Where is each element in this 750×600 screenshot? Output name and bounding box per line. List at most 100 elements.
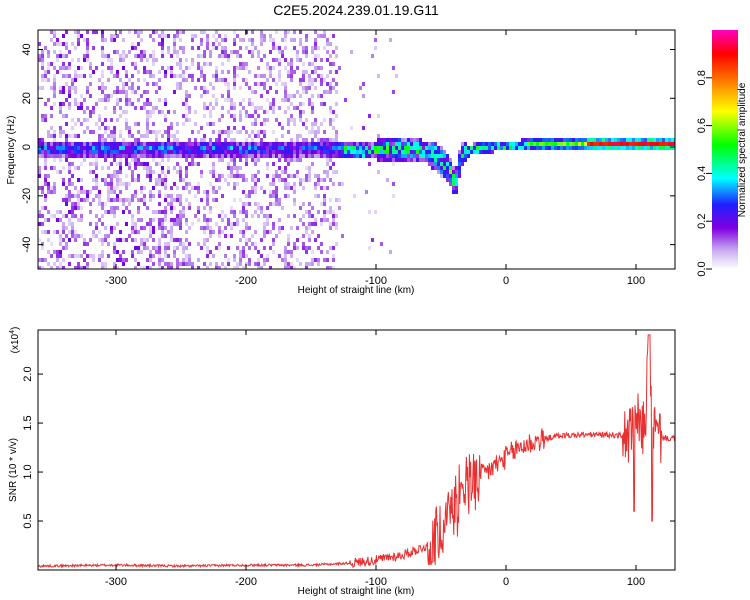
spectrogram-cell — [161, 38, 164, 42]
spectrogram-cell — [71, 82, 74, 86]
spectrogram-cell — [197, 186, 200, 190]
spectrogram-cell — [239, 230, 242, 234]
spectrogram-cell — [317, 258, 320, 262]
spectrogram-cell — [350, 126, 353, 130]
spectrogram-cell — [176, 138, 179, 142]
spectrogram-cell — [182, 150, 185, 154]
spectrogram-cell — [212, 142, 215, 146]
spectrogram-cell — [68, 86, 71, 90]
spectrogram-cell — [80, 146, 83, 150]
spectrogram-cell — [50, 154, 53, 158]
spectrogram-cell — [104, 54, 107, 58]
spectrogram-cell — [224, 150, 227, 154]
spectrogram-cell — [326, 250, 329, 254]
spectrogram-cell — [299, 118, 302, 122]
spectrogram-cell — [47, 78, 50, 82]
spectrogram-cell — [197, 46, 200, 50]
spectrogram-cell — [431, 154, 434, 158]
spectrogram-cell — [305, 38, 308, 42]
spectrogram-cell — [518, 142, 521, 146]
spectrogram-cell — [167, 194, 170, 198]
spectrogram-cell — [152, 142, 155, 146]
spectrogram-cell — [203, 86, 206, 90]
spectrogram-cell — [95, 182, 98, 186]
spectrogram-cell — [251, 122, 254, 126]
spectrogram-cell — [182, 242, 185, 246]
spectrogram-cell — [179, 214, 182, 218]
spectrogram-cell — [101, 142, 104, 146]
spectrogram-cell — [233, 166, 236, 170]
spectrogram-cell — [161, 218, 164, 222]
spectrogram-cell — [134, 30, 137, 34]
spectrogram-cell — [593, 146, 596, 150]
spectrogram-cell — [239, 158, 242, 162]
spectrogram-cell — [113, 158, 116, 162]
spectrogram-cell — [557, 138, 560, 142]
spectrogram-cell — [290, 70, 293, 74]
spectrogram-cell — [113, 130, 116, 134]
spectrogram-cell — [656, 138, 659, 142]
spectrogram-cell — [152, 154, 155, 158]
spectrogram-cell — [89, 154, 92, 158]
spectrogram-cell — [284, 34, 287, 38]
spectrogram-cell — [284, 110, 287, 114]
spectrogram-cell — [86, 242, 89, 246]
spectrogram-cell — [254, 74, 257, 78]
spectrogram-cell — [95, 158, 98, 162]
spectrogram-cell — [374, 210, 377, 214]
spectrogram-cell — [188, 110, 191, 114]
spectrogram-xtick-label: -200 — [235, 275, 257, 287]
spectrogram-cell — [224, 138, 227, 142]
spectrogram-cell — [98, 142, 101, 146]
spectrogram-cell — [632, 146, 635, 150]
spectrogram-cell — [233, 86, 236, 90]
spectrogram-cell — [122, 90, 125, 94]
spectrogram-cell — [287, 214, 290, 218]
spectrogram-cell — [41, 114, 44, 118]
spectrogram-cell — [290, 254, 293, 258]
spectrogram-cell — [146, 90, 149, 94]
spectrogram-cell — [170, 226, 173, 230]
spectrogram-cell — [143, 142, 146, 146]
spectrogram-cell — [158, 250, 161, 254]
spectrogram-cell — [185, 262, 188, 266]
spectrogram-cell — [95, 186, 98, 190]
spectrogram-cell — [332, 34, 335, 38]
spectrogram-cell — [311, 130, 314, 134]
spectrogram-cell — [203, 74, 206, 78]
spectrogram-cell — [179, 30, 182, 34]
spectrogram-cell — [473, 142, 476, 146]
spectrogram-cell — [317, 138, 320, 142]
spectrogram-cell — [149, 166, 152, 170]
spectrogram-cell — [95, 226, 98, 230]
spectrogram-cell — [413, 142, 416, 146]
spectrogram-cell — [179, 58, 182, 62]
spectrogram-cell — [68, 194, 71, 198]
spectrogram-cell — [137, 98, 140, 102]
spectrogram-cell — [185, 186, 188, 190]
spectrogram-cell — [305, 230, 308, 234]
spectrogram-cell — [47, 134, 50, 138]
spectrogram-cell — [122, 54, 125, 58]
spectrogram-cell — [89, 82, 92, 86]
spectrogram-cell — [41, 50, 44, 54]
spectrogram-cell — [404, 142, 407, 146]
spectrogram-cell — [74, 214, 77, 218]
spectrogram-cell — [410, 150, 413, 154]
spectrogram-cell — [302, 46, 305, 50]
spectrogram-cell — [299, 78, 302, 82]
spectrogram-cell — [329, 118, 332, 122]
spectrogram-cell — [146, 134, 149, 138]
spectrogram-cell — [41, 58, 44, 62]
spectrogram-cell — [173, 110, 176, 114]
spectrogram-cell — [152, 122, 155, 126]
spectrogram-cell — [77, 106, 80, 110]
spectrogram-cell — [278, 166, 281, 170]
spectrogram-cell — [236, 266, 239, 269]
spectrogram-cell — [314, 186, 317, 190]
spectrogram-cell — [275, 186, 278, 190]
spectrogram-cell — [338, 182, 341, 186]
spectrogram-cell — [41, 138, 44, 142]
spectrogram-cell — [77, 134, 80, 138]
spectrogram-cell — [218, 146, 221, 150]
